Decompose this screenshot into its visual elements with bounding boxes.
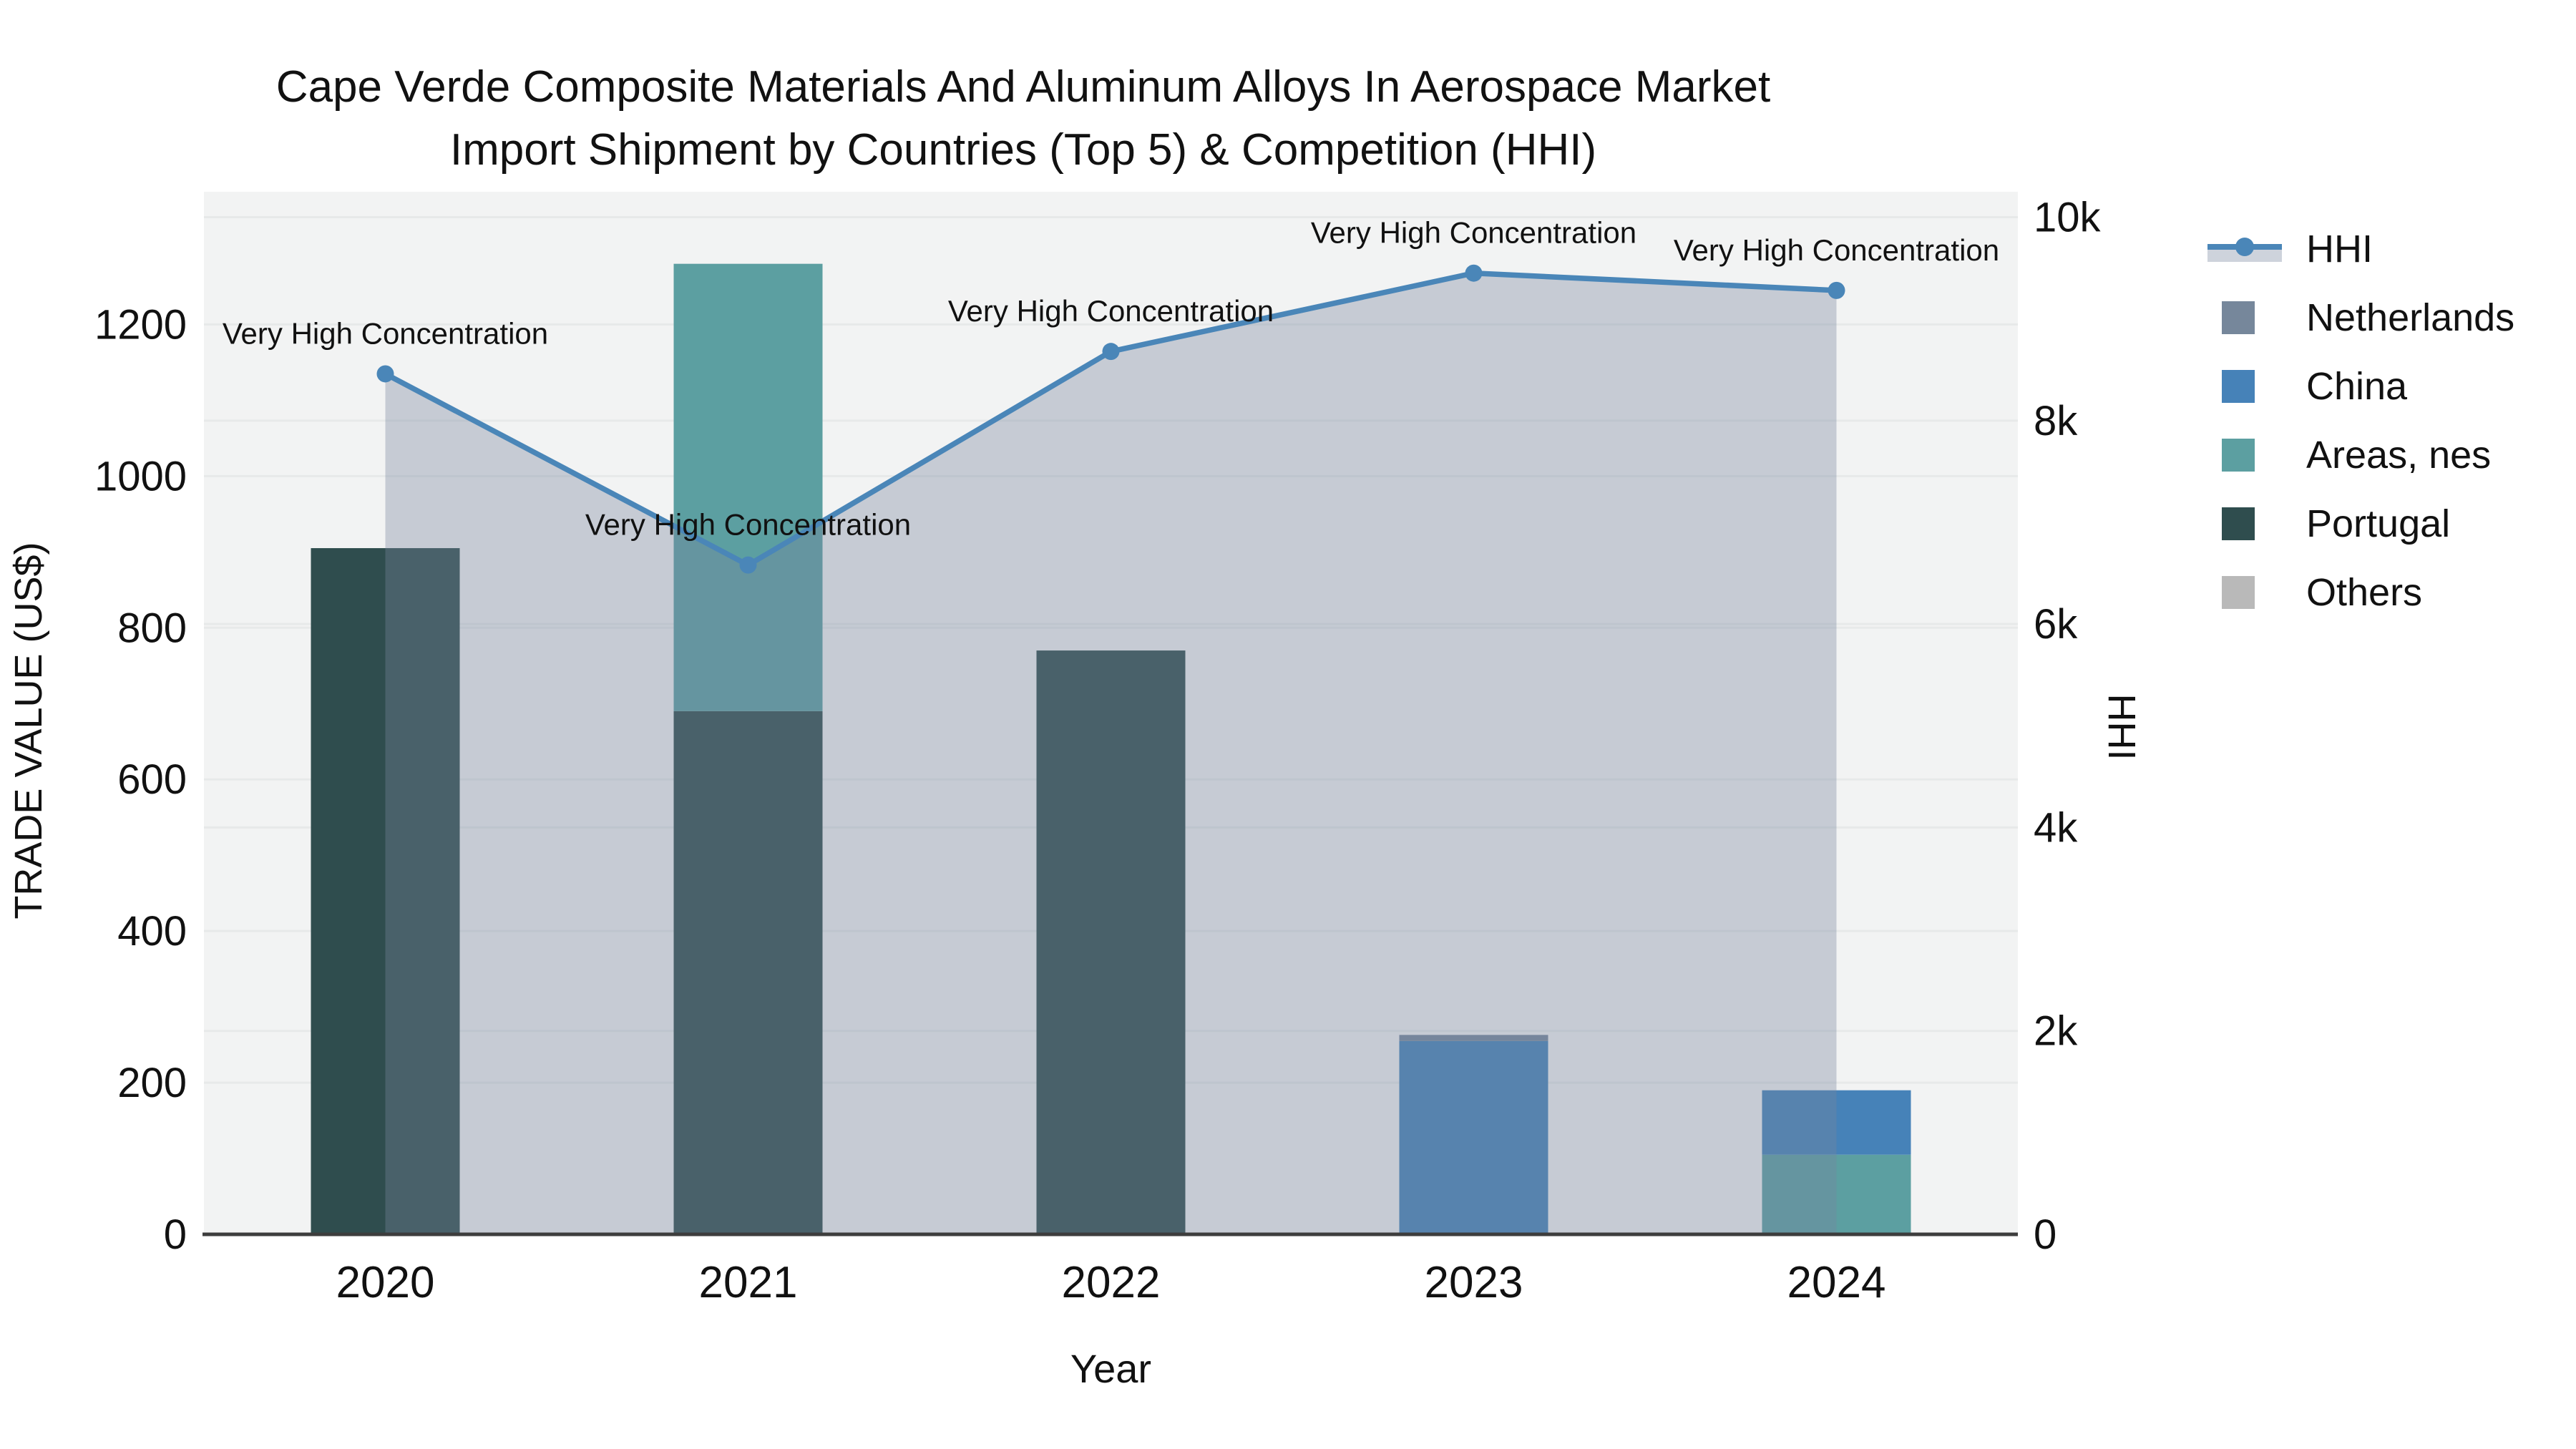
bar-segment-china[interactable] bbox=[1762, 1090, 1911, 1155]
legend-label: HHI bbox=[2306, 228, 2373, 270]
chart-title-line2: Import Shipment by Countries (Top 5) & C… bbox=[449, 125, 1597, 175]
y-axis-title-left: TRADE VALUE (US$) bbox=[7, 542, 50, 919]
legend-item-others[interactable]: Others bbox=[2207, 571, 2514, 614]
x-tick-label: 2024 bbox=[1787, 1258, 1886, 1307]
x-axis-title: Year bbox=[1070, 1346, 1152, 1391]
y-tick-label-right: 4k bbox=[2034, 804, 2078, 851]
legend-item-hhi[interactable]: HHI bbox=[2207, 228, 2514, 270]
bar-segment-areas-nes[interactable] bbox=[1762, 1154, 1911, 1234]
y-tick-label-left: 600 bbox=[117, 756, 187, 803]
y-tick-label-left: 200 bbox=[117, 1060, 187, 1106]
y-tick-label-right: 6k bbox=[2034, 601, 2078, 648]
hhi-point[interactable] bbox=[1102, 343, 1120, 361]
x-tick-label: 2021 bbox=[699, 1258, 798, 1307]
hhi-area-fill bbox=[385, 273, 1837, 1235]
legend-label: Areas, nes bbox=[2306, 434, 2492, 477]
hhi-line-swatch bbox=[2207, 238, 2282, 262]
y-tick-label-left: 1000 bbox=[94, 453, 187, 499]
chart-title-line1: Cape Verde Composite Materials And Alumi… bbox=[275, 62, 1771, 112]
legend-color-square bbox=[2222, 370, 2255, 403]
x-tick-label: 2023 bbox=[1425, 1258, 1523, 1307]
legend-color-square bbox=[2222, 439, 2255, 472]
y-tick-label-left: 400 bbox=[117, 908, 187, 955]
hhi-point[interactable] bbox=[1828, 281, 1845, 299]
y-tick-label-left: 1200 bbox=[94, 301, 187, 348]
y-tick-label-right: 2k bbox=[2034, 1008, 2078, 1055]
legend-color-square bbox=[2222, 301, 2255, 334]
annotation-label: Very High Concentration bbox=[948, 294, 1274, 328]
legend-swatch bbox=[2207, 507, 2282, 540]
annotation-label: Very High Concentration bbox=[223, 316, 548, 350]
bar-segment-areas-nes[interactable] bbox=[673, 263, 823, 711]
legend-item-netherlands[interactable]: Netherlands bbox=[2207, 296, 2514, 339]
bar-segment-netherlands[interactable] bbox=[1399, 1035, 1548, 1041]
legend-item-china[interactable]: China bbox=[2207, 365, 2514, 408]
y-tick-label-right: 10k bbox=[2034, 195, 2102, 241]
legend-swatch bbox=[2207, 228, 2282, 270]
hhi-point[interactable] bbox=[739, 556, 757, 574]
annotation-label: Very High Concentration bbox=[585, 508, 911, 542]
y-tick-label-left: 800 bbox=[117, 605, 187, 651]
annotation-label: Very High Concentration bbox=[1311, 216, 1636, 250]
bar-segment-portugal[interactable] bbox=[1036, 650, 1186, 1234]
legend-swatch bbox=[2207, 370, 2282, 403]
y-tick-label-right: 0 bbox=[2034, 1211, 2057, 1258]
y-axis-title-right: HHI bbox=[2100, 693, 2143, 761]
legend-item-areas-nes[interactable]: Areas, nes bbox=[2207, 434, 2514, 477]
legend-label: Netherlands bbox=[2306, 296, 2515, 339]
legend-item-portugal[interactable]: Portugal bbox=[2207, 502, 2514, 545]
legend-color-square bbox=[2222, 576, 2255, 609]
x-tick-label: 2022 bbox=[1062, 1258, 1161, 1307]
hhi-point[interactable] bbox=[1465, 264, 1483, 282]
x-tick-label: 2020 bbox=[336, 1258, 435, 1307]
hhi-point[interactable] bbox=[376, 365, 394, 383]
legend-swatch bbox=[2207, 301, 2282, 334]
bar-segment-china[interactable] bbox=[1399, 1040, 1548, 1234]
bar-segment-portugal[interactable] bbox=[673, 711, 823, 1234]
legend: HHI Netherlands China Areas, nes Portugal Oth… bbox=[2207, 228, 2514, 614]
chart-title: Cape Verde Composite Materials And Alumi… bbox=[0, 56, 2046, 182]
legend-label: Portugal bbox=[2306, 502, 2451, 545]
y-tick-label-left: 0 bbox=[164, 1211, 187, 1258]
annotation-label: Very High Concentration bbox=[1674, 233, 1999, 267]
legend-label: Others bbox=[2306, 571, 2423, 614]
y-tick-label-right: 8k bbox=[2034, 398, 2078, 444]
legend-label: China bbox=[2306, 365, 2408, 408]
legend-swatch bbox=[2207, 576, 2282, 609]
bar-segment-portugal[interactable] bbox=[311, 548, 460, 1234]
legend-swatch bbox=[2207, 439, 2282, 472]
legend-color-square bbox=[2222, 507, 2255, 540]
